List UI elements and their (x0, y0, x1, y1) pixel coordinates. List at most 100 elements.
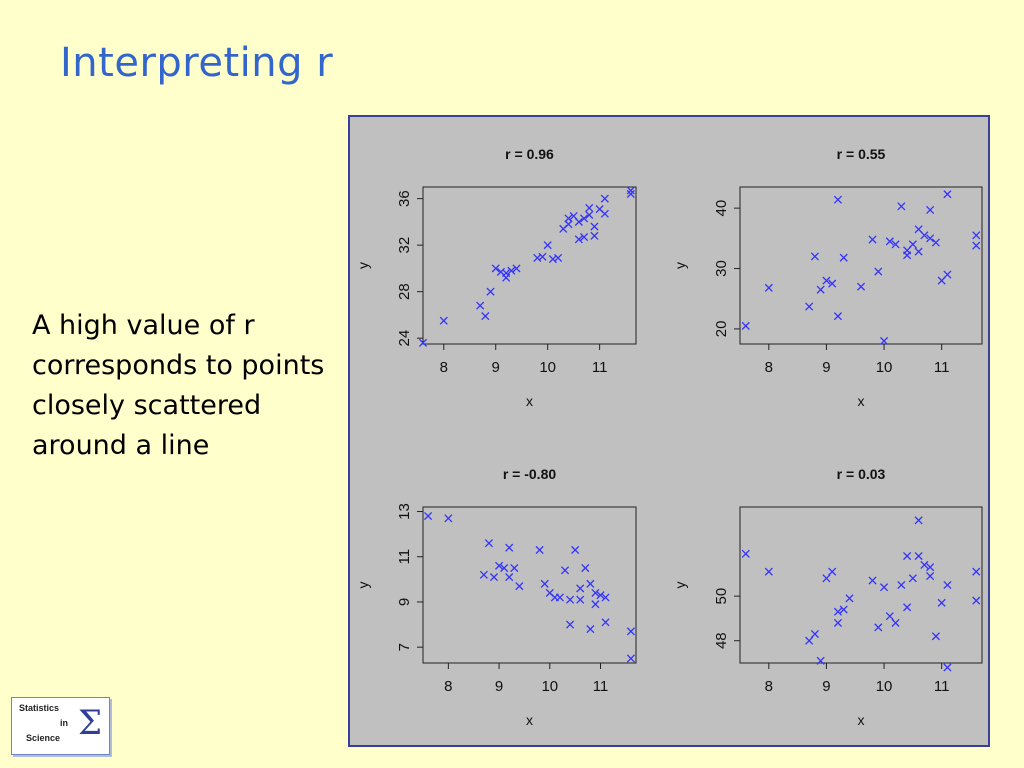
scatterplot-1: r = 0.96 8 9 10 11 24 28 32 36 x y (355, 146, 637, 409)
y-tick-label: 7 (396, 643, 413, 651)
data-point (489, 573, 499, 582)
data-point (972, 596, 981, 605)
data-point (891, 240, 900, 249)
data-point (579, 232, 589, 242)
data-point (533, 253, 542, 263)
x-tick-label: 10 (876, 678, 893, 695)
data-point (879, 583, 889, 592)
data-point (874, 623, 883, 632)
data-point (972, 567, 981, 576)
data-point (574, 217, 583, 226)
data-point (833, 607, 843, 616)
x-tick-label: 10 (541, 678, 558, 695)
data-point (596, 591, 605, 600)
data-point (444, 514, 453, 523)
data-point (920, 560, 929, 570)
x-tick-label: 9 (495, 678, 503, 695)
x-tick-label: 8 (765, 359, 773, 376)
data-point (920, 231, 929, 240)
data-point (581, 563, 590, 573)
x-tick-label: 10 (539, 359, 556, 376)
data-point (591, 588, 600, 597)
data-point (548, 255, 557, 264)
y-tick-label: 28 (396, 283, 413, 300)
data-point (543, 241, 552, 250)
body-text: A high value of r corresponds to points … (32, 310, 325, 461)
data-point (564, 214, 573, 223)
statistics-in-science-logo: Statistics in Science Σ (11, 697, 110, 755)
data-point (576, 595, 585, 604)
scatterplot-3: r = -0.80 8 9 10 11 7 9 11 13 x y (355, 466, 637, 728)
data-point (764, 567, 773, 576)
data-point (505, 543, 514, 552)
scatterplot-grid: r = 0.96 8 9 10 11 24 28 32 36 x y r = 0.55 8 9 10 11 20… (355, 146, 983, 728)
plot-box (739, 186, 983, 345)
y-tick-label: 20 (713, 321, 730, 338)
data-point (943, 580, 952, 590)
y-tick-label: 11 (396, 549, 413, 565)
scatterplot-panel: r = 0.96 8 9 10 11 24 28 32 36 x y r = 0.55 8 9 10 11 20… (348, 115, 990, 747)
data-point (571, 545, 580, 555)
x-tick-label: 11 (934, 359, 950, 376)
data-point (491, 264, 500, 273)
y-tick-label: 36 (396, 190, 413, 207)
data-point (816, 285, 825, 294)
data-point (943, 270, 952, 279)
x-tick-label: 11 (934, 678, 950, 695)
data-point (564, 220, 573, 229)
data-point (538, 252, 547, 261)
data-point (574, 235, 583, 244)
y-tick-label: 32 (396, 237, 413, 254)
logo-line-3: Science (26, 733, 61, 743)
data-point (903, 603, 912, 612)
data-point (535, 545, 544, 555)
x-tick-label: 8 (440, 359, 448, 376)
y-axis-label: y (672, 582, 688, 589)
data-point (833, 312, 843, 321)
plot-box (422, 186, 637, 345)
data-point (874, 267, 883, 276)
y-axis-label: y (672, 262, 688, 269)
data-point (560, 566, 570, 575)
data-point (591, 600, 600, 609)
data-point (891, 618, 900, 627)
data-point (926, 563, 935, 572)
data-point (937, 598, 946, 607)
data-point (439, 316, 448, 325)
data-point (839, 605, 848, 614)
data-point (903, 251, 912, 260)
data-point (741, 321, 750, 330)
data-point (805, 302, 814, 311)
data-point (626, 189, 635, 199)
data-point (566, 620, 575, 629)
y-axis-label: y (355, 582, 371, 589)
data-point (914, 516, 923, 525)
data-point (507, 266, 516, 275)
data-point (476, 301, 485, 310)
data-point (816, 656, 825, 665)
x-axis-label: x (858, 712, 865, 728)
y-tick-label: 13 (396, 503, 413, 520)
data-point (515, 582, 524, 591)
data-point (601, 618, 610, 627)
data-point (908, 240, 917, 249)
data-point (972, 241, 981, 250)
data-point (585, 210, 594, 219)
data-point (512, 264, 521, 273)
data-point (601, 593, 610, 602)
data-point (626, 654, 635, 663)
data-point (495, 561, 504, 570)
data-point (839, 253, 848, 262)
logo-line-2: in (60, 718, 68, 728)
data-point (600, 209, 609, 218)
data-point (931, 238, 940, 247)
data-point (885, 237, 894, 246)
data-point (868, 576, 877, 585)
x-tick-label: 9 (822, 359, 830, 376)
data-point (845, 594, 854, 603)
data-point (486, 287, 495, 296)
logo-line-1: Statistics (19, 703, 60, 713)
data-point (579, 214, 589, 223)
y-tick-label: 30 (713, 260, 730, 277)
data-point (885, 612, 894, 621)
